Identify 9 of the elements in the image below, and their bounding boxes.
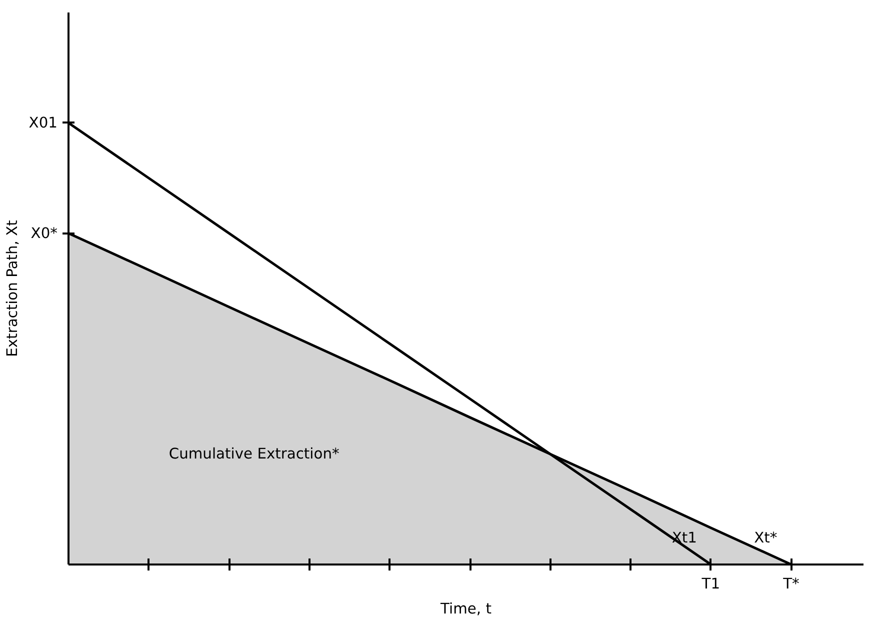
x-tick-label: T1 <box>700 576 720 592</box>
annotation: Xt1 <box>672 530 697 546</box>
annotation: Xt* <box>754 530 778 546</box>
x-tick-label: T* <box>782 576 800 592</box>
annotation: Cumulative Extraction* <box>168 446 340 463</box>
y-axis-title: Extraction Path, Xt <box>4 220 21 357</box>
x-axis-title: Time, t <box>440 600 492 618</box>
text: X01 <box>28 114 58 132</box>
text: X0* <box>30 224 58 242</box>
